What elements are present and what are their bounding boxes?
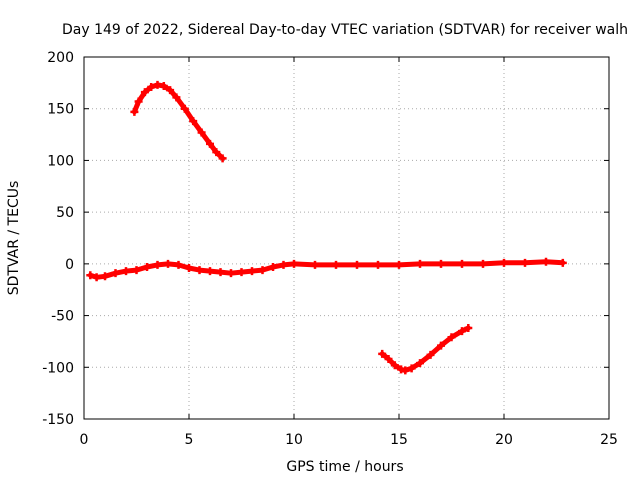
data-point (353, 260, 361, 269)
data-point (426, 350, 435, 359)
data-point (332, 260, 340, 269)
x-tick-label: 15 (390, 432, 408, 448)
series-arc-1 (130, 80, 227, 163)
data-point (216, 268, 225, 277)
data-point (197, 128, 206, 137)
data-point (384, 355, 393, 364)
data-point (416, 259, 424, 268)
x-tick-label: 0 (80, 432, 89, 448)
data-point (153, 260, 162, 269)
data-point (311, 260, 319, 269)
data-point (416, 359, 424, 368)
axis-ticks: 0 5 10 15 20 25 -150 -100 -50 0 50 100 150 200 (42, 50, 618, 448)
x-tick-label: 20 (495, 432, 513, 448)
x-tick-label: 25 (600, 432, 618, 448)
data-point (212, 148, 221, 157)
data-point (237, 268, 246, 277)
data-point (92, 273, 101, 282)
y-tick-label: 100 (47, 153, 74, 169)
data-point (258, 266, 267, 275)
data-point (143, 262, 151, 271)
data-point (218, 154, 227, 163)
data-series (86, 80, 567, 375)
data-point (206, 139, 214, 148)
data-point (195, 266, 204, 275)
data-point (479, 259, 487, 268)
data-point (132, 266, 141, 275)
series-line (87, 259, 566, 280)
data-point (130, 107, 139, 116)
data-point (122, 267, 130, 276)
data-point (521, 258, 529, 267)
y-tick-label: 150 (47, 102, 74, 118)
data-point (111, 269, 120, 278)
y-tick-label: 0 (65, 257, 74, 273)
y-tick-label: -150 (42, 412, 74, 428)
y-tick-label: 200 (47, 50, 74, 66)
data-point (159, 81, 168, 90)
data-point (290, 259, 298, 268)
data-point (134, 97, 143, 106)
series-main (86, 257, 567, 282)
data-point (172, 93, 181, 102)
plot-frame (83, 56, 610, 420)
data-point (374, 260, 382, 269)
data-point (269, 262, 277, 271)
data-point (164, 259, 172, 268)
data-point (558, 258, 567, 267)
series-arc-2 (378, 323, 473, 375)
data-point (140, 88, 149, 97)
data-point (378, 349, 387, 358)
data-point (166, 86, 175, 95)
data-point (390, 361, 399, 370)
data-point (227, 269, 235, 278)
data-point (407, 364, 416, 373)
data-point (189, 117, 198, 126)
data-point (437, 259, 445, 268)
grid-lines (84, 57, 609, 419)
y-axis-label: SDTVAR / TECUs (6, 181, 22, 296)
y-tick-label: -50 (51, 309, 74, 325)
data-point (206, 267, 214, 276)
chart-title: Day 149 of 2022, Sidereal Day-to-day VTE… (62, 22, 628, 38)
data-point (464, 323, 473, 332)
data-point (185, 263, 193, 272)
x-axis-label: GPS time / hours (286, 459, 403, 475)
data-point (458, 259, 466, 268)
data-point (500, 258, 508, 267)
x-tick-label: 10 (285, 432, 303, 448)
data-point (248, 267, 256, 276)
data-point (147, 82, 156, 91)
data-point (437, 341, 445, 350)
data-point (101, 272, 109, 281)
y-tick-label: 50 (56, 205, 74, 221)
data-point (447, 333, 456, 342)
data-point (542, 257, 550, 266)
data-point (180, 104, 189, 113)
data-point (458, 327, 466, 336)
data-point (279, 260, 288, 269)
x-tick-label: 5 (185, 432, 194, 448)
data-point (86, 271, 95, 280)
data-point (395, 260, 403, 269)
data-point (174, 260, 183, 269)
data-point (401, 366, 410, 375)
y-tick-label: -100 (42, 360, 74, 376)
